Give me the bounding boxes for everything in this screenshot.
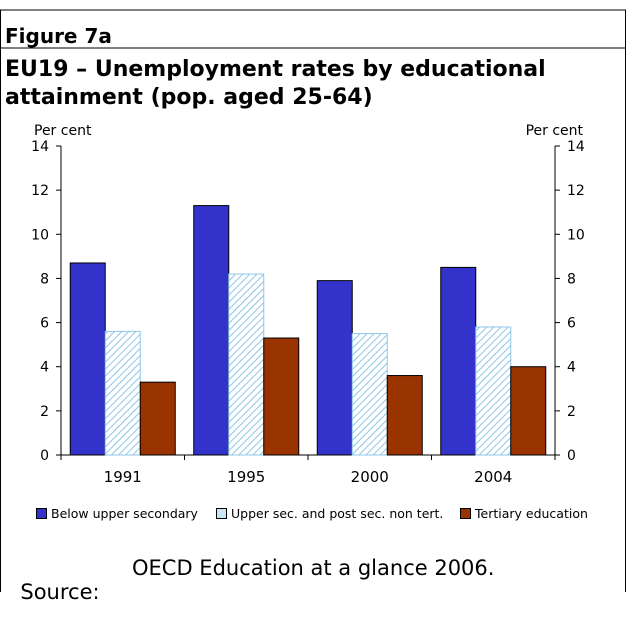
y-tick-label-left: 0	[40, 448, 49, 464]
source-text: OECD Education at a glance 2006.	[132, 556, 495, 580]
bars	[69, 205, 547, 456]
y-tick-label-left: 4	[40, 360, 49, 376]
legend-swatch-upper-secondary	[216, 508, 227, 519]
y-tick-label-right: 0	[567, 448, 576, 464]
legend-label: Tertiary education	[475, 506, 588, 521]
y-tick-label-right: 8	[567, 271, 576, 287]
legend-swatch-below-upper-secondary	[36, 508, 47, 519]
x-category-label: 2000	[351, 468, 389, 486]
legend-item-upper-secondary: Upper sec. and post sec. non tert.	[216, 506, 443, 521]
bar-2000-series-1	[351, 333, 388, 456]
bar-2000-series-0	[316, 280, 353, 456]
bar-2004-series-0	[440, 266, 477, 456]
legend-label: Below upper secondary	[51, 506, 198, 521]
y-tick-label-right: 14	[567, 139, 585, 155]
legend-item-below-upper-secondary: Below upper secondary	[36, 506, 198, 521]
bar-2000-series-2	[386, 375, 423, 456]
y-tick-label-left: 10	[31, 227, 49, 243]
bar-1995-series-1	[228, 273, 265, 456]
x-category-label: 1991	[104, 468, 142, 486]
y-tick-label-left: 14	[31, 139, 49, 155]
y-tick-label-right: 6	[567, 316, 576, 332]
x-category-label: 2004	[474, 468, 512, 486]
bar-1995-series-0	[193, 205, 230, 456]
y-tick-label-left: 12	[31, 183, 49, 199]
y-tick-label-right: 2	[567, 404, 576, 420]
y-axis-label-right: Per cent	[526, 123, 584, 139]
legend-swatch-tertiary	[460, 508, 471, 519]
legend-label: Upper sec. and post sec. non tert.	[231, 506, 444, 521]
legend-item-tertiary: Tertiary education	[460, 506, 588, 521]
y-tick-label-right: 10	[567, 227, 585, 243]
y-tick-label-left: 6	[40, 316, 49, 332]
y-tick-label-right: 4	[567, 360, 576, 376]
bar-2004-series-2	[510, 366, 547, 456]
chart-title: EU19 – Unemployment rates by educational…	[5, 57, 546, 110]
bar-1991-series-0	[69, 262, 106, 456]
x-category-label: 1995	[227, 468, 265, 486]
bar-1991-series-2	[139, 381, 176, 456]
figure-label: Figure 7a	[5, 24, 112, 48]
bar-2004-series-1	[475, 326, 512, 456]
bar-1995-series-2	[263, 337, 300, 456]
bar-1991-series-1	[104, 330, 141, 456]
y-tick-label-left: 2	[40, 404, 49, 420]
y-axis-label-left: Per cent	[34, 123, 92, 139]
y-tick-label-left: 8	[40, 271, 49, 287]
source-label: Source:	[20, 580, 100, 604]
source-line: Source: OECD Education at a glance 2006.	[7, 556, 494, 628]
y-tick-label-right: 12	[567, 183, 585, 199]
